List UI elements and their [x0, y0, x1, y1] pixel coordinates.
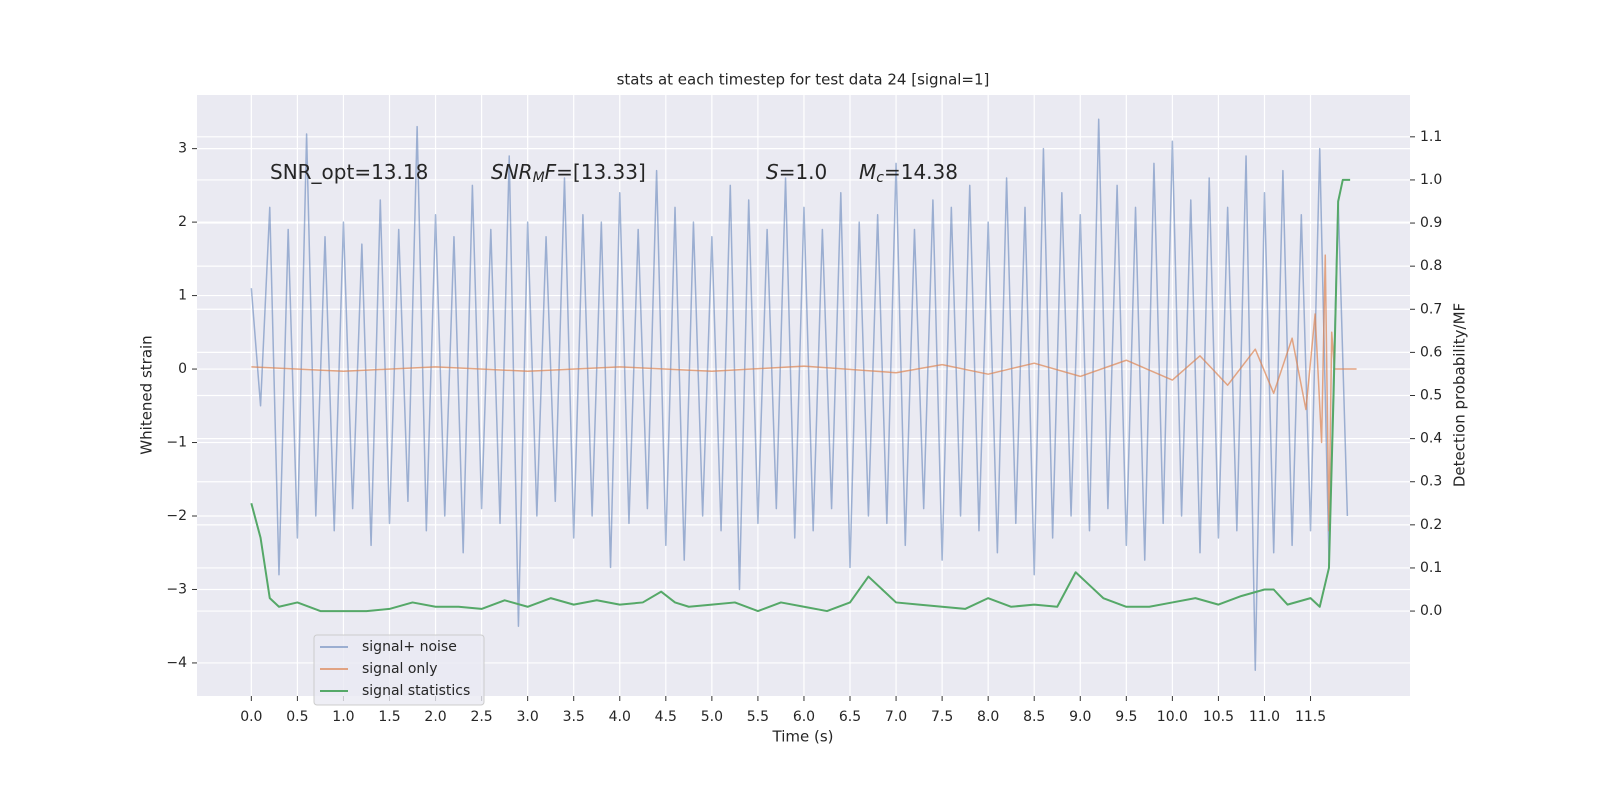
y2-tick-label: 0.3	[1420, 474, 1442, 490]
annotation-part: =1.0	[779, 160, 828, 184]
series-line	[251, 254, 1357, 532]
annotation: SNR_opt=13.18	[270, 160, 428, 184]
x-tick-label: 10.0	[1157, 709, 1188, 725]
y-tick-label: 3	[178, 141, 187, 157]
x-tick-label: 0.0	[240, 709, 262, 725]
y2-tick-label: 1.0	[1420, 172, 1442, 188]
y2-tick-label: 0.4	[1420, 431, 1442, 447]
y2-tick-label: 0.9	[1420, 215, 1442, 231]
y2-tick-label: 0.7	[1420, 301, 1442, 317]
annotation: SNRMF=[13.33]	[491, 160, 646, 187]
x-tick-label: 6.5	[839, 709, 861, 725]
y2-tick-label: 0.1	[1420, 560, 1442, 576]
annotation: S=1.0	[766, 160, 827, 184]
x-tick-label: 10.5	[1203, 709, 1234, 725]
y-axis-label: Whitened strain	[138, 335, 156, 454]
y2-tick-label: 0.6	[1420, 344, 1442, 360]
annotation-part: F	[545, 160, 557, 184]
y-tick-label: 1	[178, 288, 187, 304]
x-tick-label: 9.5	[1115, 709, 1137, 725]
x-tick-label: 1.5	[378, 709, 400, 725]
y2-tick-label: 0.5	[1420, 388, 1442, 404]
y2-tick-label: 1.1	[1420, 129, 1442, 145]
annotation-part: SNR_opt=13.18	[270, 160, 428, 184]
x-tick-label: 7.0	[885, 709, 907, 725]
annotation-part: =14.38	[884, 160, 958, 184]
x-tick-label: 8.0	[977, 709, 999, 725]
annotation-part: c	[876, 170, 884, 186]
x-tick-label: 11.0	[1249, 709, 1280, 725]
x-tick-label: 11.5	[1295, 709, 1326, 725]
x-tick-label: 6.0	[793, 709, 815, 725]
y2-axis-label: Detection probability/MF	[1451, 303, 1469, 487]
x-tick-label: 0.5	[286, 709, 308, 725]
x-tick-label: 4.0	[609, 709, 631, 725]
legend-box	[313, 634, 485, 706]
x-tick-label: 5.5	[747, 709, 769, 725]
x-tick-label: 9.0	[1069, 709, 1091, 725]
y2-tick-label: 0.2	[1420, 517, 1442, 533]
annotation-part: M	[859, 160, 876, 184]
x-tick-label: 4.5	[655, 709, 677, 725]
annotation-part: S	[766, 160, 779, 184]
y-tick-label: −2	[166, 508, 187, 524]
x-tick-label: 8.5	[1023, 709, 1045, 725]
series-line	[250, 118, 1349, 672]
legend-label: signal statistics	[362, 683, 470, 699]
y-tick-label: −3	[166, 581, 187, 597]
annotation: Mc=14.38	[859, 160, 958, 187]
annotation-part: M	[533, 170, 545, 186]
y-tick-label: 2	[178, 214, 187, 230]
annotation-part: SNR	[491, 160, 533, 184]
y2-tick-label: 0.0	[1420, 603, 1442, 619]
series-line	[250, 178, 1351, 613]
x-tick-label: 7.5	[931, 709, 953, 725]
x-axis-label: Time (s)	[772, 728, 834, 746]
y-tick-label: −4	[166, 655, 187, 671]
legend-label: signal+ noise	[362, 639, 457, 655]
chart-title: stats at each timestep for test data 24 …	[617, 71, 990, 89]
annotation-part: =[13.33]	[556, 160, 646, 184]
y2-tick-label: 0.8	[1420, 258, 1442, 274]
x-tick-label: 3.0	[517, 709, 539, 725]
x-tick-label: 1.0	[332, 709, 354, 725]
y-tick-label: −1	[166, 435, 187, 451]
y-tick-label: 0	[178, 361, 187, 377]
x-tick-label: 2.0	[424, 709, 446, 725]
x-tick-label: 3.5	[563, 709, 585, 725]
x-tick-label: 5.0	[701, 709, 723, 725]
legend-label: signal only	[362, 661, 437, 677]
x-tick-label: 2.5	[470, 709, 492, 725]
